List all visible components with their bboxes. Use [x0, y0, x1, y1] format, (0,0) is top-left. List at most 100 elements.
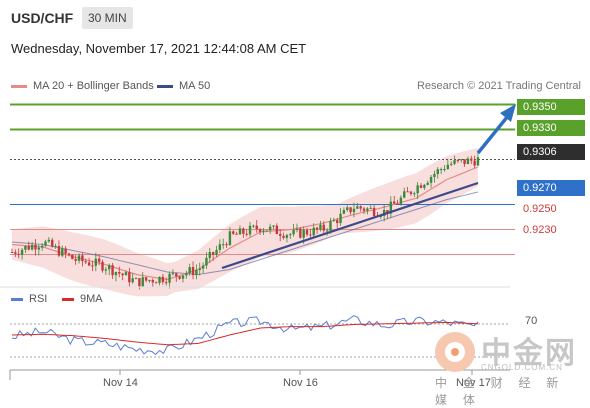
candle-body: [30, 244, 34, 250]
candle-body: [14, 252, 17, 254]
candle-body: [37, 247, 41, 250]
watermark-tagline: 中 金 财 经 新 媒 体: [435, 376, 565, 407]
legend-ma20: MA 20 + Bollinger Bands: [11, 80, 154, 92]
trendline-lower: [221, 181, 479, 270]
candle-body: [302, 230, 305, 238]
candle-body: [453, 160, 456, 164]
ma50-swatch: [157, 84, 173, 88]
candle-body: [349, 207, 352, 213]
candle-body: [111, 265, 114, 276]
candle-body: [134, 278, 138, 280]
candle-body: [121, 273, 124, 276]
candle-body: [34, 244, 37, 250]
candle-body: [423, 184, 426, 188]
candle-body: [24, 245, 27, 250]
candle-body: [232, 231, 235, 234]
research-credit: Research © 2021 Trading Central: [416, 80, 581, 92]
candle-body: [81, 255, 84, 262]
candle-body: [315, 227, 319, 230]
candle-body: [185, 273, 188, 276]
candle-body: [366, 208, 369, 211]
candle-body: [413, 193, 416, 195]
rsi-swatch: [11, 297, 23, 301]
timeframe-badge[interactable]: 30 MIN: [82, 7, 133, 29]
candle-body: [436, 169, 439, 175]
candle-body: [429, 176, 433, 183]
candle-body: [476, 157, 480, 166]
rsi-line: [11, 315, 479, 356]
candle-body: [158, 276, 161, 283]
candle-body: [325, 230, 329, 232]
rsi-label: RSI: [29, 293, 48, 305]
candle-body: [463, 159, 466, 165]
candle-body: [188, 267, 191, 274]
legend-ma50: MA 50: [157, 80, 210, 92]
price-tag-9306: 0.9306: [517, 144, 585, 160]
candle-body: [416, 185, 419, 194]
candle-body: [104, 269, 108, 271]
candle-body: [409, 191, 413, 194]
candle-body: [289, 234, 292, 236]
candle-body: [138, 278, 141, 287]
candle-body: [67, 253, 71, 255]
candle-body: [403, 191, 406, 198]
candle-body: [332, 220, 336, 222]
candle-body: [466, 158, 470, 165]
candle-body: [279, 234, 282, 236]
price-tag-9330: 0.9330: [517, 120, 585, 136]
candle-body: [97, 258, 101, 262]
candle-body: [258, 229, 262, 232]
candle-body: [101, 261, 104, 271]
header-bar: USD/CHF 30 MIN: [0, 0, 590, 35]
candle-body: [339, 213, 342, 224]
candle-body: [144, 277, 148, 281]
x-label-nov14: Nov 14: [103, 377, 138, 389]
candle-body: [372, 207, 376, 216]
candle-body: [396, 203, 399, 205]
candle-body: [171, 273, 175, 275]
candle-body: [64, 248, 67, 254]
candle-body: [446, 164, 450, 170]
candle-body: [319, 224, 322, 230]
candle-body: [265, 230, 268, 232]
candle-body: [114, 272, 118, 276]
candle-body: [225, 244, 228, 246]
candle-body: [433, 174, 436, 177]
x-label-nov16: Nov 16: [283, 377, 318, 389]
candle-body: [439, 169, 443, 171]
candle-body: [161, 276, 165, 283]
candle-body: [426, 182, 429, 185]
candle-body: [470, 158, 473, 161]
candle-body: [57, 245, 61, 256]
watermark: 中金网 CNGOLD.COM.CN 中 金 财 经 新 媒 体: [433, 328, 583, 407]
ma20-label: MA 20 + Bollinger Bands: [33, 80, 154, 92]
candle-body: [282, 235, 285, 238]
candle-body: [356, 206, 359, 209]
candle-body: [154, 282, 158, 284]
candle-body: [228, 231, 232, 246]
candle-body: [346, 207, 349, 211]
candle-body: [151, 280, 155, 283]
price-tag-9230: 0.9230: [523, 224, 557, 236]
ma50-line: [11, 191, 479, 276]
candle-body: [175, 273, 178, 277]
candle-body: [248, 225, 252, 235]
candle-body: [312, 227, 315, 236]
candle-body: [382, 209, 386, 216]
candle-body: [165, 282, 168, 284]
candle-body: [292, 229, 295, 235]
candle-body: [275, 225, 279, 235]
candle-body: [342, 210, 346, 214]
candle-body: [141, 277, 144, 287]
candle-body: [322, 224, 325, 231]
candle-body: [443, 169, 446, 171]
forecast-arrow-line: [476, 114, 510, 155]
candle-body: [456, 160, 460, 162]
candle-body: [419, 185, 423, 188]
candle-body: [215, 249, 218, 255]
candle-body: [208, 252, 211, 258]
candle-body: [218, 244, 222, 250]
candle-body: [386, 209, 389, 214]
candle-body: [118, 272, 121, 274]
candle-body: [74, 259, 77, 261]
